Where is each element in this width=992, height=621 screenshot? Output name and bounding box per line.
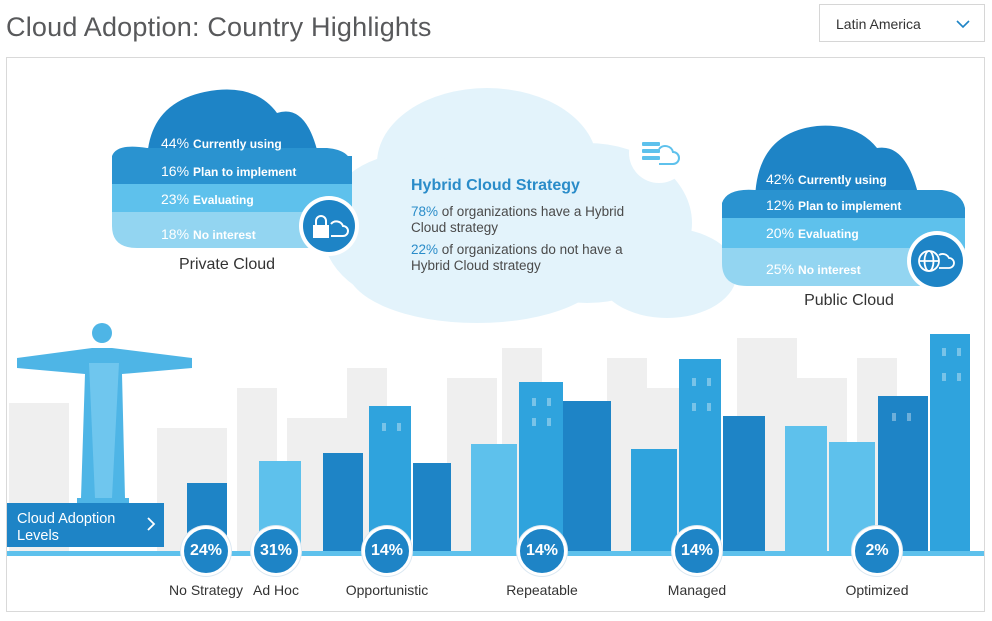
cloud-adoption-levels-label: Cloud Adoption Levels: [17, 511, 116, 544]
region-select-value: Latin America: [836, 16, 921, 32]
public-stat-3: 25% No interest: [766, 261, 861, 277]
statue-illustration: [17, 323, 192, 503]
public-cloud-shape: [722, 125, 967, 291]
infographic-scene: [7, 88, 984, 556]
hybrid-line-2: 22% of organizations do not have a Hybri…: [411, 242, 623, 273]
level-badge-0: 24%: [181, 526, 231, 576]
level-name-2: Opportunistic: [345, 582, 429, 598]
region-select[interactable]: Latin America: [819, 4, 985, 42]
server-cloud-icon: [629, 123, 689, 183]
private-stat-3: 18% No interest: [161, 226, 256, 242]
level-badge-5: 2%: [852, 526, 902, 576]
globe-cloud-icon: [918, 250, 955, 272]
chevron-down-icon: [956, 20, 970, 29]
public-stat-2: 20% Evaluating: [766, 225, 859, 241]
level-name-1: Ad Hoc: [253, 582, 299, 598]
public-cloud-label: Public Cloud: [804, 292, 894, 309]
chevron-right-icon: [147, 517, 156, 531]
hybrid-title: Hybrid Cloud Strategy: [411, 177, 580, 194]
level-badge-2: 14%: [362, 526, 412, 576]
ground-line: [7, 551, 984, 556]
page-title: Cloud Adoption: Country Highlights: [6, 12, 432, 42]
foreground-buildings: [187, 334, 970, 553]
private-stat-1: 16% Plan to implement: [161, 163, 297, 179]
cloud-adoption-levels-button[interactable]: Cloud Adoption Levels: [7, 503, 164, 547]
level-name-0: No Strategy: [169, 582, 243, 598]
lock-cloud-icon: [313, 215, 349, 238]
private-cloud-label: Private Cloud: [178, 256, 276, 273]
level-name-3: Repeatable: [506, 582, 578, 598]
hybrid-line-1: 78% of organizations have a Hybrid Cloud…: [411, 204, 625, 235]
public-stat-1: 12% Plan to implement: [766, 197, 902, 213]
level-badge-4: 14%: [672, 526, 722, 576]
level-name-5: Optimized: [845, 582, 909, 598]
hybrid-cloud-shape: [322, 88, 737, 323]
public-stat-0: 42% Currently using: [766, 171, 887, 187]
infographic-panel: 44% Currently using 16% Plan to implement …: [6, 57, 985, 612]
building-windows: [382, 348, 961, 431]
level-badge-1: 31%: [251, 526, 301, 576]
level-badge-3: 14%: [517, 526, 567, 576]
private-stat-2: 23% Evaluating: [161, 191, 254, 207]
level-name-4: Managed: [667, 582, 727, 598]
private-cloud-shape: [112, 89, 359, 256]
private-stat-0: 44% Currently using: [161, 135, 282, 151]
